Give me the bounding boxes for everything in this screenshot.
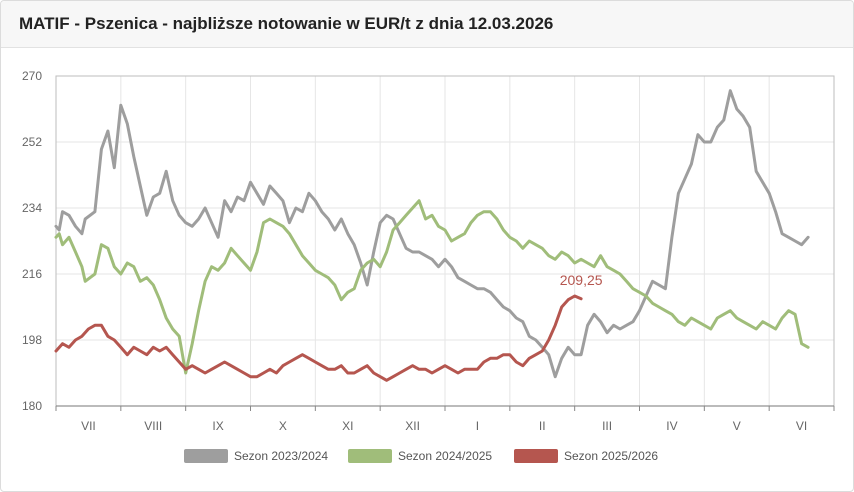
card-header: MATIF - Pszenica - najbliższe notowanie … [1, 1, 853, 48]
chart-title: MATIF - Pszenica - najbliższe notowanie … [19, 14, 554, 33]
legend-swatch [514, 449, 558, 463]
x-tick-label: V [733, 419, 741, 433]
y-tick-label: 198 [22, 333, 42, 347]
x-tick-label: II [539, 419, 546, 433]
legend-swatch [184, 449, 228, 463]
x-tick-label: VII [81, 419, 96, 433]
series-line-1[interactable] [54, 89, 810, 379]
x-tick-label: XI [342, 419, 353, 433]
y-tick-label: 216 [22, 267, 42, 281]
x-tick-label: IX [212, 419, 223, 433]
y-tick-label: 270 [22, 69, 42, 83]
legend-label: Sezon 2025/2026 [564, 449, 658, 463]
series-line-3[interactable] [54, 294, 583, 382]
legend-label: Sezon 2024/2025 [398, 449, 492, 463]
y-tick-label: 180 [22, 399, 42, 413]
x-tick-label: X [279, 419, 287, 433]
x-tick-label: VI [796, 419, 807, 433]
last-value-label: 209,25 [560, 272, 603, 288]
legend-item-1[interactable]: Sezon 2023/2024 [184, 449, 328, 463]
x-tick-label: III [602, 419, 612, 433]
x-tick-label: VIII [144, 419, 162, 433]
x-tick-label: XII [405, 419, 420, 433]
legend-item-3[interactable]: Sezon 2025/2026 [514, 449, 658, 463]
legend-item-2[interactable]: Sezon 2024/2025 [348, 449, 492, 463]
y-tick-label: 234 [22, 201, 42, 215]
y-tick-label: 252 [22, 135, 42, 149]
x-tick-label: IV [666, 419, 677, 433]
x-tick-label: I [476, 419, 479, 433]
series-line-2[interactable] [54, 199, 810, 375]
legend-label: Sezon 2023/2024 [234, 449, 328, 463]
legend-swatch [348, 449, 392, 463]
